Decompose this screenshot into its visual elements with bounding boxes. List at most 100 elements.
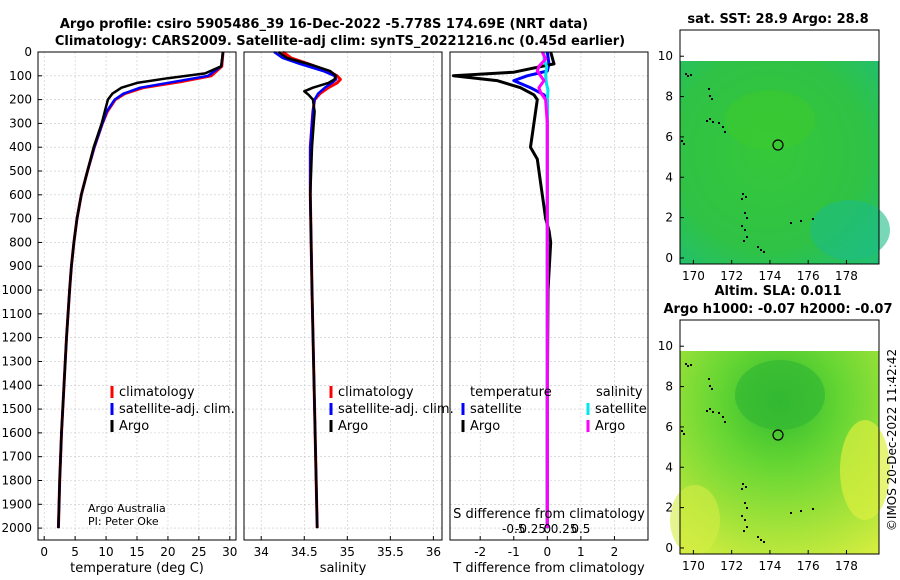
imos-timestamp: ©IMOS 20-Dec-2022 11:42:42 — [885, 349, 899, 531]
x-tick-label: 25 — [191, 545, 206, 559]
x-axis-label: salinity — [320, 561, 367, 576]
island-dot — [685, 363, 687, 365]
x-tick-label: 2 — [611, 545, 619, 559]
island-dot — [743, 240, 745, 242]
series-line-argo — [277, 50, 338, 529]
sst-map-patch — [725, 90, 815, 150]
x-tick-label: 34 — [254, 545, 269, 559]
island-dot — [709, 118, 711, 120]
y-tick-label: 1400 — [1, 378, 32, 392]
island-dot — [746, 507, 748, 509]
map-y-tick-label: 8 — [665, 90, 673, 104]
legend-climatology-label: climatology — [119, 385, 195, 400]
difference-panel: -2 -1 0 1 2 T difference from climatology S di… — [449, 51, 649, 576]
map-x-tick-label: 178 — [835, 269, 858, 283]
island-dot — [681, 430, 683, 432]
legend-temp-satellite-label: satellite — [470, 402, 522, 417]
sla-map-title-line2: Argo h1000: -0.07 h2000: -0.07 — [663, 302, 892, 317]
y-tick-label: 800 — [9, 235, 32, 249]
island-dot — [741, 488, 743, 490]
sst-map-title: sat. SST: 28.9 Argo: 28.8 — [687, 12, 868, 27]
sla-map-patch — [840, 420, 890, 520]
credit-line2: PI: Peter Oke — [88, 515, 159, 528]
figure-title-line1: Argo profile: csiro 5905486_39 16-Dec-20… — [60, 17, 588, 32]
legend-satellite-label: satellite-adj. clim. — [119, 402, 235, 417]
map-y-tick-label: 10 — [658, 49, 673, 63]
y-tick-label: 900 — [9, 259, 32, 273]
x-tick-label: -2 — [474, 545, 486, 559]
island-dot — [743, 530, 745, 532]
map-y-tick-label: 4 — [665, 170, 673, 184]
island-dot — [708, 378, 710, 380]
legend-sal-header: salinity — [596, 385, 643, 400]
map-y-tick-label: 10 — [658, 339, 673, 353]
x-tick-label: 30 — [222, 545, 237, 559]
map-x-tick-label: 172 — [720, 269, 743, 283]
series-line-temperature-argo — [451, 51, 556, 529]
y-tick-label: 200 — [9, 93, 32, 107]
top-x-tick-label: 0.25 — [551, 522, 578, 536]
y-tick-label: 2000 — [1, 521, 32, 535]
island-dot — [709, 385, 711, 387]
sst-map-frame — [679, 29, 880, 265]
salinity-panel: 34 34.5 35 35.5 36 salinity — [243, 50, 443, 576]
x-tick-label: 36 — [426, 545, 441, 559]
x-tick-label: 34.5 — [291, 545, 318, 559]
salinity-legend: climatology satellite-adj. clim. Argo — [329, 385, 454, 434]
y-tick-label: 400 — [9, 140, 32, 154]
island-dot — [709, 408, 711, 410]
island-dot — [711, 98, 713, 100]
figure-title-line2: Climatology: CARS2009. Satellite-adj cli… — [55, 34, 625, 49]
island-dot — [744, 212, 746, 214]
island-dot — [685, 73, 687, 75]
island-coastlines — [681, 73, 814, 253]
island-dot — [800, 510, 802, 512]
x-tick-label: 1 — [577, 545, 585, 559]
x-axis-label: T difference from climatology — [452, 561, 645, 576]
island-dot — [706, 120, 708, 122]
map-y-tick-label: 2 — [665, 501, 673, 515]
x-tick-label: 35 — [340, 545, 355, 559]
map-y-tick-label: 2 — [665, 211, 673, 225]
argo-position-marker — [772, 139, 784, 151]
y-tick-label: 1600 — [1, 426, 32, 440]
island-dot — [742, 483, 744, 485]
sst-map-nodata — [680, 30, 879, 61]
top-x-tick-label: -0.5 — [502, 522, 525, 536]
plot-frame — [243, 51, 443, 541]
x-tick-label: 5 — [71, 545, 79, 559]
y-tick-label: 1200 — [1, 331, 32, 345]
island-dot — [744, 519, 746, 521]
y-tick-label: 1700 — [1, 450, 32, 464]
island-dot — [681, 140, 683, 142]
island-dot — [722, 126, 724, 128]
map-y-tick-label: 4 — [665, 460, 673, 474]
map-y-tick-label: 0 — [665, 251, 673, 265]
x-axis-label: temperature (deg C) — [70, 561, 204, 576]
island-dot — [745, 486, 747, 488]
island-coastlines — [681, 363, 814, 543]
temperature-legend: climatology satellite-adj. clim. Argo — [110, 385, 235, 434]
island-dot — [711, 388, 713, 390]
x-tick-label: 20 — [160, 545, 175, 559]
island-dot — [724, 131, 726, 133]
y-tick-label: 300 — [9, 116, 32, 130]
y-tick-label: 100 — [9, 69, 32, 83]
y-tick-label: 1100 — [1, 307, 32, 321]
island-dot — [724, 421, 726, 423]
x-axis-label-top: S difference from climatology — [453, 507, 645, 522]
legend-sal-argo-label: Argo — [595, 419, 625, 434]
difference-legend: temperature salinity satellite Argo sate… — [461, 385, 647, 434]
island-dot — [744, 229, 746, 231]
legend-argo-label: Argo — [338, 419, 368, 434]
x-tick-label: -1 — [508, 545, 520, 559]
island-dot — [790, 512, 792, 514]
island-dot — [746, 236, 748, 238]
x-tick-label: 0 — [544, 545, 552, 559]
island-dot — [757, 536, 759, 538]
island-dot — [790, 222, 792, 224]
x-tick-label: 10 — [98, 545, 113, 559]
map-x-tick-label: 176 — [797, 269, 820, 283]
island-dot — [712, 411, 714, 413]
